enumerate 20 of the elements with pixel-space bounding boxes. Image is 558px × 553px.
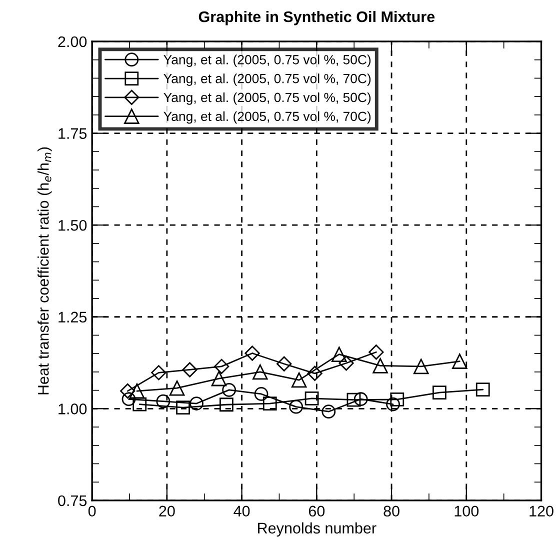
x-tick-label: 80: [384, 506, 400, 517]
x-tick-label: 0: [88, 506, 96, 517]
y-tick-label: 1.75: [58, 128, 87, 139]
x-tick-label: 20: [159, 506, 175, 517]
x-tick-label: 120: [530, 506, 554, 517]
y-tick-label: 1.25: [58, 312, 87, 323]
chart-title: Graphite in Synthetic Oil Mixture: [198, 10, 435, 26]
legend-label: Yang, et al. (2005, 0.75 vol %, 70C): [164, 74, 371, 86]
x-tick-label: 100: [454, 506, 479, 517]
legend-label: Yang, et al. (2005, 0.75 vol %, 50C): [164, 54, 371, 67]
y-tick-label: 1.50: [58, 220, 87, 231]
legend-label: Yang, et al. (2005, 0.75 vol %, 50C): [164, 92, 371, 105]
y-tick-label: 2.00: [58, 36, 87, 48]
y-tick-label: 1.00: [58, 404, 87, 414]
x-tick-label: 40: [234, 506, 250, 517]
y-tick-label: 0.75: [58, 495, 87, 506]
x-tick-label: 60: [308, 506, 325, 517]
x-axis-title: Reynolds number: [258, 522, 376, 537]
legend-label: Yang, et al. (2005, 0.75 vol %, 70C): [164, 111, 371, 124]
y-axis-title: Heat transfer coefficient ratio (h$_{e}$/h$_{m}$): [38, 147, 52, 394]
